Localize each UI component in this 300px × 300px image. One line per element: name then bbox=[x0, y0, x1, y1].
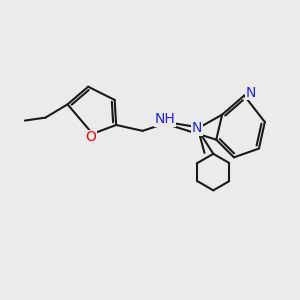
Text: N: N bbox=[245, 85, 256, 100]
Text: N: N bbox=[192, 121, 202, 135]
Text: O: O bbox=[86, 130, 97, 144]
Text: NH: NH bbox=[154, 112, 175, 126]
